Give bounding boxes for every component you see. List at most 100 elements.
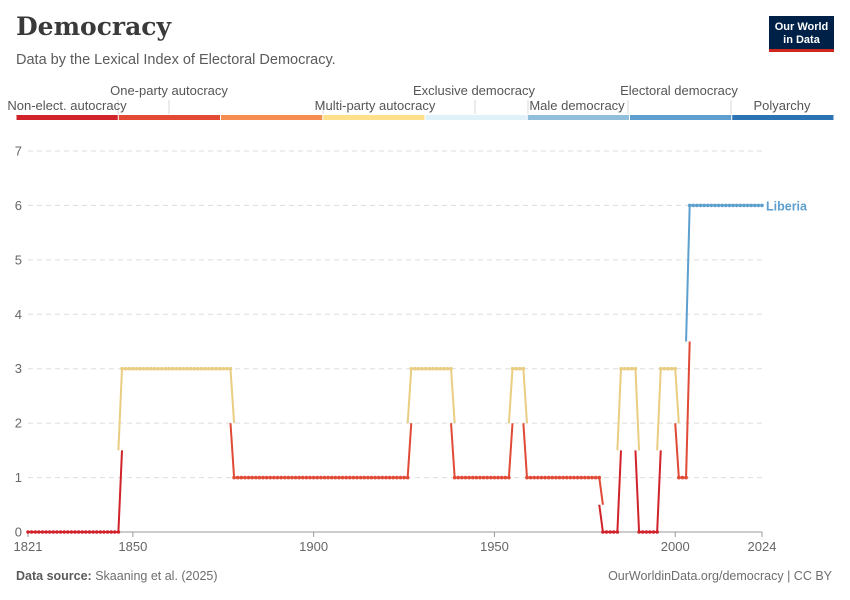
legend-swatch-4: [425, 115, 527, 120]
data-point-1996: [658, 366, 663, 371]
data-point-1978: [593, 475, 598, 480]
data-point-1896: [297, 475, 301, 480]
data-point-1950: [492, 475, 497, 480]
data-point-1916: [369, 475, 374, 480]
data-point-1876: [225, 366, 229, 371]
transition-0-a: [117, 450, 124, 533]
x-tick-label-1950: 1950: [480, 539, 509, 554]
transition-7-b: [616, 368, 622, 451]
data-point-1937: [445, 366, 450, 371]
data-point-1986: [622, 366, 627, 371]
data-point-1860: [167, 366, 171, 371]
data-point-1855: [149, 366, 153, 371]
data-point-1921: [387, 475, 392, 480]
y-tick-label-1: 1: [15, 470, 22, 485]
data-point-1841: [98, 530, 103, 534]
data-point-1965: [546, 475, 551, 480]
data-point-1973: [575, 475, 580, 480]
data-point-1884: [253, 475, 258, 480]
data-point-2022: [752, 203, 757, 208]
data-point-1892: [282, 475, 287, 480]
data-point-1849: [127, 366, 132, 371]
chart-title: Democracy: [16, 12, 172, 41]
transition-11-b: [685, 205, 691, 342]
data-point-2017: [734, 203, 739, 208]
transition-2-b: [406, 368, 413, 424]
data-point-1911: [351, 475, 356, 480]
footer-link[interactable]: OurWorldinData.org/democracy | CC BY: [608, 569, 832, 583]
legend-label-6: Polyarchy: [753, 98, 811, 113]
data-source-text[interactable]: Skaaning et al. (2025): [95, 569, 218, 583]
data-point-1960: [528, 475, 533, 480]
data-point-2010: [709, 203, 714, 208]
data-point-1972: [572, 475, 576, 480]
data-point-1891: [279, 475, 283, 480]
transition-7-a: [616, 450, 622, 533]
data-point-1935: [438, 366, 442, 371]
data-point-1842: [102, 530, 106, 534]
data-point-1930: [420, 366, 424, 371]
data-point-1825: [40, 530, 45, 534]
data-point-2024: [760, 203, 764, 208]
transition-2-a: [406, 423, 413, 478]
data-point-1894: [290, 475, 294, 480]
data-point-1880: [239, 475, 244, 480]
data-point-1871: [206, 366, 211, 371]
data-point-1833: [69, 530, 74, 534]
data-point-1844: [109, 530, 113, 534]
logo-line-2: in Data: [783, 33, 820, 46]
data-point-1992: [644, 530, 649, 534]
data-point-1878: [232, 475, 236, 480]
data-point-2021: [749, 203, 753, 208]
transition-5-b: [522, 423, 528, 478]
data-point-1948: [485, 475, 490, 480]
data-point-1893: [286, 475, 291, 480]
transition-11-a: [685, 341, 691, 478]
transition-10-a: [674, 368, 680, 424]
data-point-1975: [583, 475, 587, 480]
legend-label-0: Non-elect. autocracy: [7, 98, 127, 113]
data-point-1899: [308, 475, 312, 480]
data-point-1836: [80, 530, 85, 534]
data-point-1890: [275, 475, 280, 480]
data-point-1936: [442, 366, 446, 371]
data-point-1977: [590, 475, 594, 480]
data-point-1945: [474, 475, 479, 480]
data-point-1851: [134, 366, 139, 371]
data-point-1955: [510, 366, 515, 371]
data-point-1902: [319, 475, 323, 480]
transition-9-b: [656, 368, 662, 451]
owid-logo[interactable]: Our World in Data: [769, 16, 834, 52]
y-tick-label-6: 6: [15, 198, 22, 213]
data-point-1823: [33, 530, 38, 534]
data-point-1847: [120, 366, 124, 371]
data-point-1928: [413, 366, 417, 371]
data-point-1832: [65, 530, 70, 534]
data-point-1888: [268, 475, 273, 480]
data-point-1907: [337, 475, 341, 480]
data-point-1959: [525, 475, 529, 480]
data-point-1852: [138, 366, 142, 371]
legend-swatch-0: [16, 115, 118, 120]
data-point-1980: [601, 530, 605, 534]
data-point-1947: [481, 475, 486, 480]
data-point-1943: [467, 475, 471, 480]
data-point-1839: [91, 530, 95, 534]
transition-3-a: [450, 368, 456, 424]
data-point-1835: [76, 530, 81, 534]
data-point-1929: [416, 366, 421, 371]
data-point-1983: [611, 530, 616, 534]
data-point-2018: [738, 203, 743, 208]
data-point-2013: [720, 203, 725, 208]
data-point-1944: [470, 475, 475, 480]
data-point-1961: [532, 475, 537, 480]
data-point-1827: [47, 530, 52, 534]
data-point-1901: [315, 475, 320, 480]
data-point-1834: [73, 530, 77, 534]
data-point-1872: [210, 366, 215, 371]
data-point-2011: [713, 203, 717, 208]
data-point-1909: [344, 475, 348, 480]
data-point-1910: [348, 475, 352, 480]
logo-line-1: Our World: [774, 21, 829, 33]
